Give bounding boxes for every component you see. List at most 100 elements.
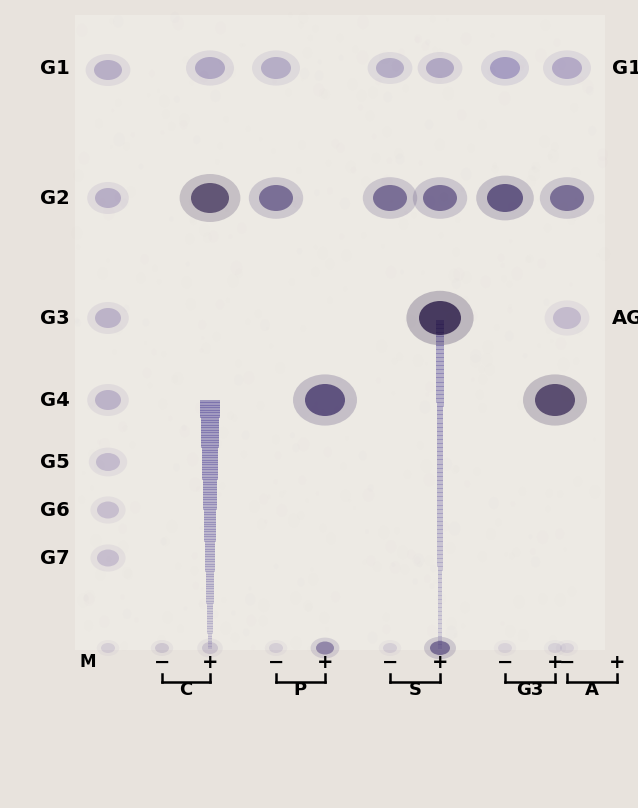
Bar: [437, 500, 443, 506]
Text: G3: G3: [40, 309, 70, 327]
Ellipse shape: [376, 58, 404, 78]
Bar: [205, 546, 215, 549]
Text: A: A: [585, 681, 599, 699]
Text: G5: G5: [40, 452, 70, 472]
Bar: [205, 558, 215, 562]
Bar: [202, 467, 218, 470]
Bar: [436, 320, 444, 325]
Bar: [207, 599, 214, 602]
Text: P: P: [293, 681, 307, 699]
Bar: [438, 628, 442, 633]
Bar: [207, 601, 214, 604]
Bar: [438, 587, 442, 591]
Bar: [206, 586, 214, 590]
Bar: [204, 532, 216, 535]
Bar: [201, 432, 219, 436]
Bar: [202, 460, 218, 463]
Bar: [75, 15, 605, 650]
Text: G7: G7: [40, 549, 70, 567]
Bar: [205, 549, 215, 553]
Ellipse shape: [87, 182, 129, 214]
Bar: [200, 418, 219, 421]
Bar: [201, 427, 219, 431]
Bar: [438, 640, 442, 645]
Bar: [208, 638, 212, 642]
Bar: [205, 566, 214, 570]
Bar: [436, 373, 443, 378]
Ellipse shape: [418, 52, 463, 84]
Bar: [437, 455, 443, 461]
Bar: [437, 521, 443, 526]
Ellipse shape: [423, 185, 457, 211]
Bar: [437, 513, 443, 518]
Text: G1: G1: [40, 58, 70, 78]
Bar: [207, 633, 212, 637]
Bar: [437, 492, 443, 497]
Bar: [438, 632, 442, 637]
Bar: [437, 443, 443, 448]
Bar: [437, 496, 443, 502]
Bar: [202, 465, 218, 468]
Bar: [438, 570, 443, 575]
Ellipse shape: [95, 188, 121, 208]
Bar: [201, 437, 219, 440]
Bar: [438, 603, 442, 608]
Bar: [436, 431, 443, 436]
Bar: [206, 581, 214, 584]
Bar: [207, 636, 212, 639]
Bar: [438, 636, 442, 641]
Bar: [205, 562, 215, 565]
Ellipse shape: [560, 643, 574, 653]
Bar: [201, 440, 219, 443]
Ellipse shape: [426, 58, 454, 78]
Bar: [437, 476, 443, 481]
Text: M: M: [80, 653, 96, 671]
Bar: [437, 533, 443, 538]
Bar: [438, 583, 442, 587]
Bar: [204, 509, 216, 512]
Bar: [438, 615, 442, 621]
Bar: [438, 558, 443, 563]
Text: G1: G1: [612, 58, 638, 78]
Ellipse shape: [544, 640, 566, 656]
Bar: [200, 410, 219, 414]
Bar: [436, 361, 444, 366]
Ellipse shape: [87, 302, 129, 334]
Bar: [436, 377, 443, 382]
Bar: [438, 607, 442, 612]
Bar: [438, 595, 442, 600]
Ellipse shape: [481, 50, 529, 86]
Bar: [437, 484, 443, 489]
Ellipse shape: [316, 642, 334, 654]
Bar: [202, 474, 218, 478]
Bar: [207, 628, 212, 632]
Text: G4: G4: [40, 390, 70, 410]
Bar: [436, 349, 444, 354]
Bar: [437, 468, 443, 473]
Bar: [205, 564, 215, 567]
Bar: [205, 551, 215, 555]
Bar: [207, 611, 213, 614]
Bar: [436, 393, 443, 399]
Bar: [200, 412, 219, 416]
Bar: [206, 593, 214, 597]
Bar: [204, 534, 216, 537]
Bar: [437, 517, 443, 522]
Bar: [204, 516, 216, 520]
Text: S: S: [408, 681, 422, 699]
Ellipse shape: [367, 52, 412, 84]
Text: G2: G2: [40, 188, 70, 208]
Ellipse shape: [252, 50, 300, 86]
Bar: [207, 625, 212, 629]
Text: +: +: [432, 653, 449, 671]
Bar: [436, 353, 444, 358]
Bar: [438, 549, 443, 555]
Ellipse shape: [553, 307, 581, 329]
Bar: [203, 499, 217, 503]
Ellipse shape: [269, 643, 283, 653]
Text: −: −: [559, 653, 575, 671]
Text: −: −: [497, 653, 513, 671]
Ellipse shape: [151, 640, 173, 656]
Bar: [436, 419, 443, 423]
Bar: [205, 571, 214, 574]
